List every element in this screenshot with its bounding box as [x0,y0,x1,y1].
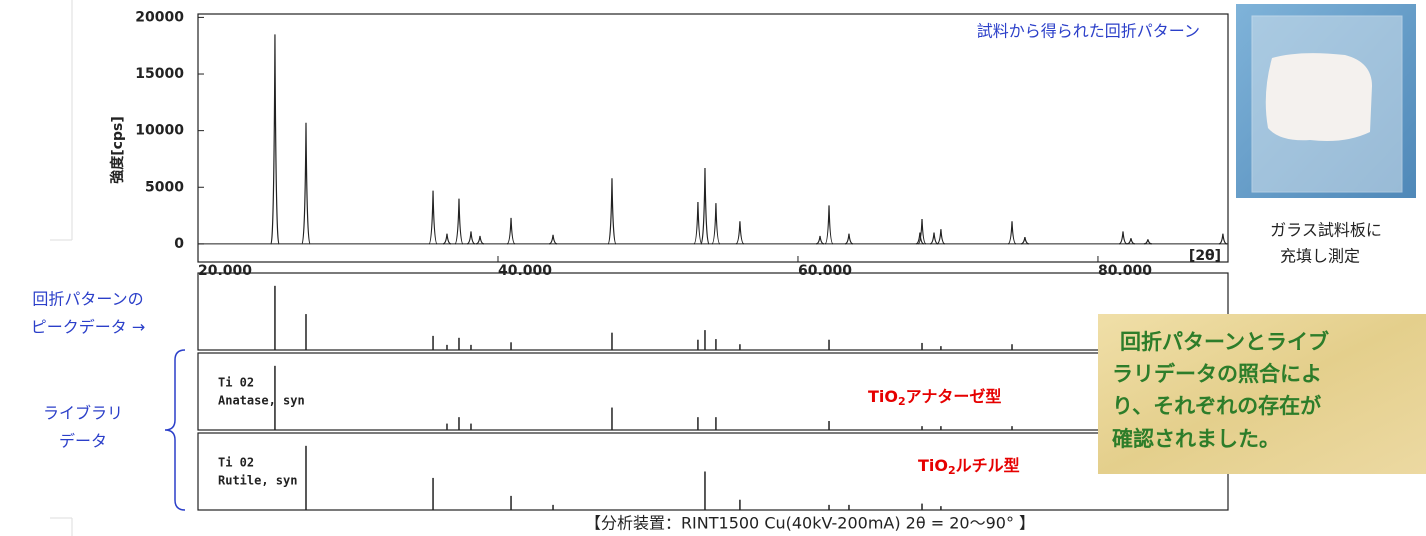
conclusion-line: 確認されました。 [1112,427,1280,451]
peak [607,178,617,245]
peak [1118,231,1128,245]
peak [929,232,939,245]
peak-frame [197,272,1229,351]
x-tick-label: 40.000 [498,263,552,279]
conclusion-line: 回折パターンとライブ [1120,330,1329,354]
conclusion-line: り、それぞれの存在が [1112,394,1321,418]
conclusion-box [1098,314,1426,474]
peak [711,203,721,245]
peak-panel-label: 回折パターンの [32,290,143,309]
text: 2 [898,395,906,408]
x-tick-label: 60.000 [798,263,852,279]
peak [824,205,834,245]
bracket [164,349,186,511]
peak [1218,233,1228,245]
peak [548,234,558,245]
peak [506,217,516,245]
rutile-frame [197,432,1229,511]
main-frame [197,13,1229,263]
y-tick-label: 5000 [145,179,184,195]
photo-caption: 充填し測定 [1280,247,1360,266]
peak [1007,221,1017,245]
library-name: Ti 02 [218,456,254,470]
peak [1126,238,1136,245]
anatase-frame [197,352,1229,431]
peak [301,122,311,245]
peak [270,34,280,245]
peak [1020,236,1029,245]
anatase-label: TiO2アナターゼ型 [868,387,1001,409]
rutile-label: TiO2ルチル型 [918,456,1020,478]
peak [442,233,452,245]
peak [1143,239,1152,245]
text: アナターゼ型 [906,387,1002,406]
y-tick-label: 20000 [135,9,184,25]
library-label: ライブラリ [43,404,123,423]
peak [466,231,476,245]
peak [915,232,925,245]
y-tick-label: 10000 [135,123,184,139]
y-tick-label: 15000 [135,66,184,82]
library-name: Anatase, syn [218,394,305,408]
peak [815,235,825,245]
peak [428,190,438,245]
peak [700,168,710,245]
library-name: Ti 02 [218,376,254,390]
peak [475,235,485,245]
y-axis-label: 強度[cps] [109,116,126,183]
pattern-title: 試料から得られた回折パターン [977,22,1200,41]
text: TiO [868,387,898,406]
library-name: Rutile, syn [218,474,297,488]
text: ルチル型 [956,456,1020,475]
peak [936,229,946,245]
conclusion-line: ラリデータの照合によ [1112,362,1322,386]
photo-caption: ガラス試料板に [1270,221,1382,240]
peak [735,221,745,245]
y-tick-label: 0 [174,236,184,252]
library-label: データ [59,432,107,451]
footer: 【分析装置：RINT1500 Cu(40kV-200mA) 2θ = 20～90… [585,514,1035,533]
conclusion: 回折パターンとライブ ラリデータの照合によ り、それぞれの存在が 確認されました… [1112,330,1329,451]
sample [1265,53,1372,142]
peak [844,233,854,245]
text: TiO [918,456,948,475]
x-axis-label: [2θ] [1189,248,1221,264]
x-tick-label: 80.000 [1098,263,1152,279]
text: 2 [948,464,956,477]
peak [917,218,927,245]
peak [693,201,703,245]
peak [454,198,464,245]
peak-panel-label: ピークデータ → [31,318,146,337]
x-tick-label: 20.000 [198,263,252,279]
